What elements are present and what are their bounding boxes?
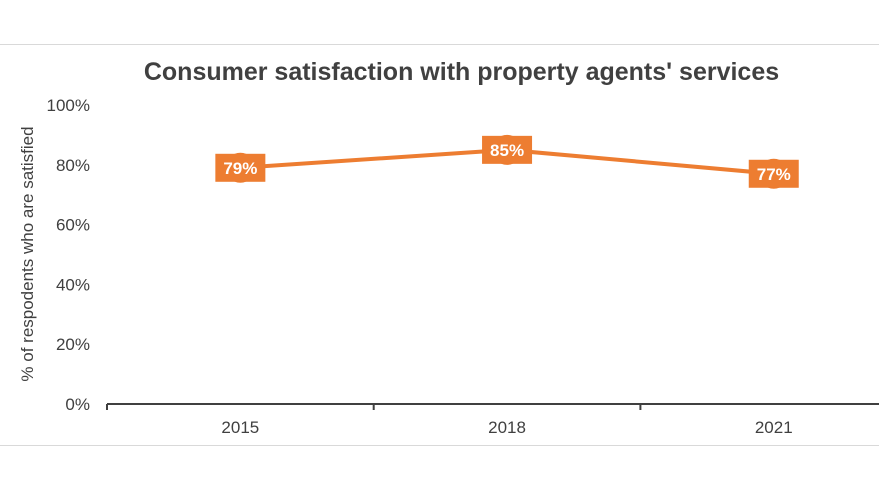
y-tick-label: 40% bbox=[56, 275, 90, 294]
data-label-box bbox=[482, 135, 533, 164]
y-axis-title: % of respodents who are satisfied bbox=[18, 126, 37, 381]
y-tick-label: 20% bbox=[56, 335, 90, 354]
x-tick-label: 2015 bbox=[221, 418, 259, 437]
y-tick-label: 80% bbox=[56, 156, 90, 175]
y-tick-label: 0% bbox=[65, 395, 90, 414]
data-label-box bbox=[748, 159, 799, 188]
data-label: 77% bbox=[757, 165, 791, 184]
data-label-box bbox=[215, 153, 266, 182]
x-tick-label: 2021 bbox=[755, 418, 793, 437]
chart-title: Consumer satisfaction with property agen… bbox=[143, 58, 780, 86]
y-tick-label: 60% bbox=[56, 216, 90, 235]
bottom-divider bbox=[0, 445, 879, 446]
top-divider bbox=[0, 44, 879, 45]
data-label: 79% bbox=[223, 159, 257, 178]
y-tick-label: 100% bbox=[47, 96, 90, 115]
data-label: 85% bbox=[490, 141, 524, 160]
x-tick-label: 2018 bbox=[488, 418, 526, 437]
